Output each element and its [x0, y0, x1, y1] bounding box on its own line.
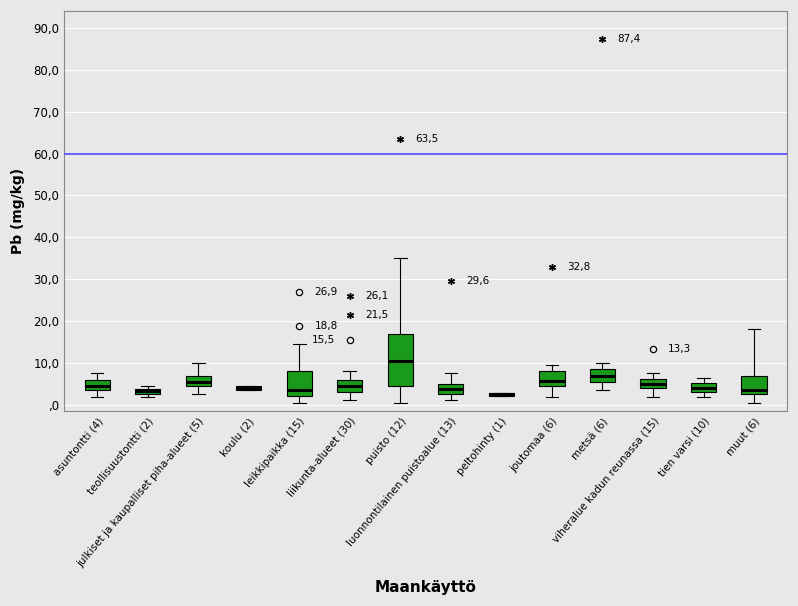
Text: 13,3: 13,3 [668, 344, 691, 354]
PathPatch shape [236, 386, 262, 390]
PathPatch shape [388, 334, 413, 386]
PathPatch shape [338, 380, 362, 392]
Text: 21,5: 21,5 [365, 310, 388, 320]
PathPatch shape [438, 384, 464, 395]
PathPatch shape [186, 376, 211, 386]
Text: 63,5: 63,5 [416, 134, 439, 144]
Text: 26,1: 26,1 [365, 290, 388, 301]
PathPatch shape [640, 379, 666, 388]
PathPatch shape [539, 371, 564, 386]
PathPatch shape [286, 371, 312, 396]
Text: 26,9: 26,9 [314, 287, 338, 297]
PathPatch shape [488, 393, 514, 396]
PathPatch shape [590, 369, 615, 382]
PathPatch shape [135, 388, 160, 395]
PathPatch shape [691, 383, 716, 392]
X-axis label: Maankäyttö: Maankäyttö [374, 580, 476, 595]
Text: 15,5: 15,5 [311, 335, 334, 345]
Text: 87,4: 87,4 [618, 34, 641, 44]
Text: 32,8: 32,8 [567, 262, 591, 273]
PathPatch shape [85, 380, 110, 390]
Text: 29,6: 29,6 [466, 276, 489, 286]
PathPatch shape [741, 376, 767, 395]
Y-axis label: Pb (mg/kg): Pb (mg/kg) [11, 168, 25, 254]
Text: 18,8: 18,8 [314, 321, 338, 331]
